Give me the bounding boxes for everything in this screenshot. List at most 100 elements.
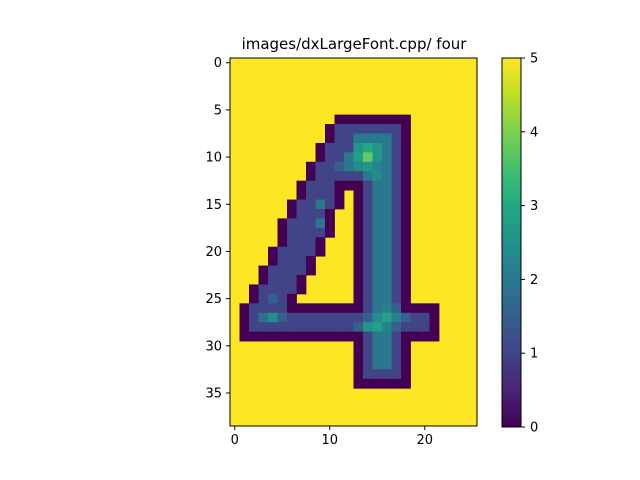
heatmap-cell [401, 142, 411, 153]
heatmap-cell [401, 246, 411, 257]
heatmap-cell [363, 312, 373, 323]
y-tick-label: 0 [214, 56, 222, 71]
heatmap-cell [363, 190, 373, 200]
heatmap-cell [382, 171, 392, 182]
heatmap-cell [306, 161, 316, 172]
heatmap-cell [287, 208, 297, 219]
heatmap-cell [277, 331, 288, 342]
heatmap-cell [325, 199, 335, 210]
heatmap-cell [401, 378, 411, 389]
heatmap-cell [334, 142, 345, 153]
heatmap-cell [315, 171, 326, 182]
heatmap-cell [372, 359, 383, 370]
heatmap-cell [296, 265, 307, 276]
heatmap-cell [382, 114, 392, 125]
colorbar-tick-label: 3 [530, 199, 538, 214]
heatmap-cell [372, 350, 383, 361]
heatmap-cell [277, 256, 288, 266]
x-axis: 0 10 20 [231, 426, 433, 448]
heatmap-cell [353, 161, 364, 172]
heatmap-cell [382, 227, 392, 238]
heatmap-cell [372, 378, 383, 389]
heatmap-cell [401, 341, 411, 351]
heatmap-cell [315, 142, 326, 153]
heatmap-cell [353, 275, 364, 285]
heatmap-cell [382, 237, 392, 248]
heatmap-cell [306, 190, 316, 200]
heatmap-cell [296, 275, 307, 285]
heatmap-cell [306, 227, 316, 238]
heatmap-cell [391, 190, 402, 200]
heatmap-cell [382, 190, 392, 200]
heatmap-cell [391, 227, 402, 238]
heatmap-cell [296, 246, 307, 257]
heatmap-cell [372, 180, 383, 191]
heatmap-cell [315, 227, 326, 238]
heatmap-cell [344, 124, 354, 134]
heatmap-cell [296, 322, 307, 333]
heatmap-cell [277, 303, 288, 314]
heatmap-cell [315, 246, 326, 257]
heatmap-cell [382, 312, 392, 323]
heatmap-cell [287, 199, 297, 210]
heatmap-cell [353, 180, 364, 191]
heatmap-cell [344, 114, 354, 125]
heatmap-cell [363, 265, 373, 276]
heatmap-cell [372, 369, 383, 380]
heatmap-cell [363, 237, 373, 248]
heatmap-cell [391, 322, 402, 333]
heatmap-cell [334, 152, 345, 163]
y-tick-label: 25 [205, 292, 222, 307]
heatmap-cell [391, 208, 402, 219]
heatmap-cell [391, 359, 402, 370]
heatmap-cell [353, 322, 364, 333]
heatmap-cell [372, 265, 383, 276]
heatmap-cell [401, 180, 411, 191]
heatmap-cell [277, 246, 288, 257]
heatmap-cell [363, 133, 373, 144]
heatmap-cell [277, 227, 288, 238]
heatmap-cell [382, 133, 392, 144]
heatmap-cell [353, 142, 364, 153]
heatmap-cell [315, 303, 326, 314]
heatmap-cell [353, 237, 364, 248]
heatmap-cell [401, 199, 411, 210]
heatmap-cell [353, 133, 364, 144]
heatmap-cell [315, 180, 326, 191]
heatmap-cell [391, 161, 402, 172]
heatmap-cell [287, 218, 297, 229]
heatmap-cell [249, 284, 259, 295]
heatmap-cell [344, 161, 354, 172]
heatmap-cell [268, 312, 278, 323]
heatmap-cell [401, 312, 411, 323]
heatmap-cell [391, 171, 402, 182]
heatmap-cell [315, 237, 326, 248]
heatmap-cell [353, 227, 364, 238]
heatmap-cell [315, 199, 326, 210]
heatmap-cell [325, 303, 335, 314]
heatmap-cell [401, 161, 411, 172]
heatmap-cell [334, 161, 345, 172]
heatmap-cell [334, 199, 345, 210]
heatmap-cell [372, 322, 383, 333]
y-tick-label: 35 [205, 386, 222, 401]
heatmap-cell [363, 275, 373, 285]
colorbar: 0 1 2 3 4 5 [501, 52, 538, 436]
heatmap-cell [296, 190, 307, 200]
heatmap-cell [344, 171, 354, 182]
heatmap-cell [372, 312, 383, 323]
heatmap-cell [334, 124, 345, 134]
plot-frame [229, 57, 478, 427]
heatmap-cell [325, 312, 335, 323]
heatmap-cell [372, 284, 383, 295]
heatmap-cell [401, 256, 411, 266]
heatmap-cell [401, 124, 411, 134]
heatmap-cell [391, 142, 402, 153]
heatmap-cell [306, 246, 316, 257]
y-tick-label: 20 [205, 245, 222, 260]
colorbar-frame [501, 57, 522, 428]
heatmap-cell [382, 341, 392, 351]
heatmap-cell [391, 378, 402, 389]
heatmap-cell [372, 199, 383, 210]
heatmap-cell [334, 133, 345, 144]
